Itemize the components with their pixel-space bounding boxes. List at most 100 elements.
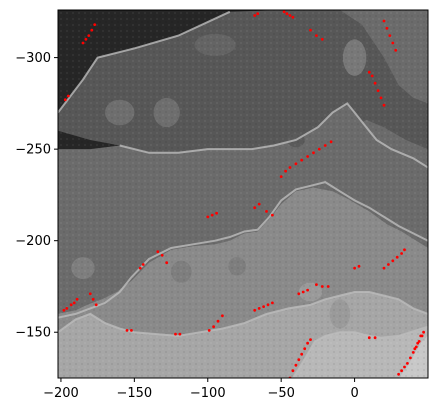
marker-point [288, 14, 292, 17]
marker-point [301, 290, 305, 294]
marker-point [212, 325, 216, 329]
marker-point [165, 261, 169, 265]
edges-layer [58, 10, 428, 378]
y-axis: −300−250−200−150−100 [15, 51, 58, 341]
marker-point [291, 15, 295, 19]
edge-lower [58, 291, 428, 337]
marker-point [257, 202, 261, 206]
marker-point [271, 301, 274, 305]
marker-point [279, 175, 283, 179]
marker-point [125, 329, 129, 332]
marker-point [397, 372, 400, 376]
marker-point [357, 264, 361, 268]
marker-point [72, 301, 76, 305]
marker-point [300, 352, 304, 356]
marker-point [84, 37, 88, 41]
marker-point [271, 213, 274, 217]
marker-point [291, 369, 295, 373]
marker-point [81, 41, 85, 45]
marker-point [75, 297, 79, 301]
marker-point [297, 358, 301, 362]
marker-point [315, 34, 318, 37]
marker-point [395, 255, 399, 259]
marker-point [326, 285, 330, 288]
marker-point [373, 81, 377, 85]
marker-point [297, 292, 301, 296]
marker-point [265, 210, 268, 213]
marker-point [379, 96, 383, 100]
marker-point [62, 308, 66, 312]
marker-point [141, 263, 145, 266]
marker-point [262, 305, 265, 308]
marker-point [411, 351, 415, 354]
marker-point [69, 303, 73, 307]
marker-point [174, 332, 177, 336]
marker-point [370, 74, 374, 78]
marker-point [400, 369, 403, 373]
marker-point [253, 14, 257, 17]
edge-mid [58, 181, 428, 319]
texture-overlay [58, 10, 428, 378]
y-tick-label: −150 [15, 326, 51, 341]
marker-point [382, 266, 386, 270]
marker-point [416, 341, 420, 345]
marker-point [388, 34, 392, 37]
marker-point [320, 37, 324, 41]
x-axis: −200 −150 −100 −50 0 [43, 378, 359, 401]
marker-point [257, 307, 261, 310]
marker-point [329, 140, 333, 144]
marker-point [376, 89, 380, 92]
marker-point [409, 356, 412, 360]
marker-point [312, 151, 315, 155]
edge-top [58, 10, 231, 114]
marker-point [91, 297, 95, 301]
x-tick-label: −50 [267, 386, 294, 401]
marker-point [130, 329, 133, 332]
marker-point [90, 28, 94, 32]
y-tick-label: −200 [15, 234, 51, 249]
marker-point [309, 338, 312, 341]
marker-point [353, 266, 356, 270]
marker-point [266, 303, 270, 307]
marker-point [385, 26, 389, 30]
marker-point [300, 158, 304, 162]
marker-point [221, 314, 224, 318]
marker-point [253, 206, 257, 210]
marker-point [93, 23, 97, 26]
marker-point [66, 94, 70, 98]
marker-point [403, 248, 406, 252]
x-tick-label: −150 [116, 386, 152, 401]
marker-point [156, 250, 160, 254]
marker-point [315, 283, 318, 286]
marker-point [317, 147, 321, 151]
marker-point [422, 330, 425, 334]
marker-point [413, 347, 417, 351]
marker-point [387, 263, 390, 266]
marker-point [94, 303, 98, 307]
marker-point [253, 308, 257, 312]
y-tick-label: −300 [15, 51, 51, 66]
marker-point [406, 362, 409, 365]
marker-point [373, 336, 377, 340]
marker-point [288, 166, 292, 169]
edge-bottom [292, 325, 428, 378]
marker-point [284, 169, 287, 173]
plot-frame [57, 9, 429, 379]
marker-point [285, 12, 289, 16]
x-tick-label: 0 [350, 386, 358, 401]
x-tick-label: −200 [43, 386, 79, 401]
marker-point [309, 28, 312, 32]
marker-point [63, 98, 67, 102]
edge-upper [119, 102, 428, 169]
marker-point [367, 70, 371, 74]
marker-point [323, 144, 327, 147]
marker-point [207, 329, 211, 332]
marker-point [160, 253, 164, 257]
marker-point [403, 365, 406, 369]
marker-point [65, 307, 69, 310]
marker-point [178, 332, 182, 336]
marker-point [87, 34, 91, 37]
plot-area [58, 10, 428, 378]
marker-point [391, 41, 395, 45]
